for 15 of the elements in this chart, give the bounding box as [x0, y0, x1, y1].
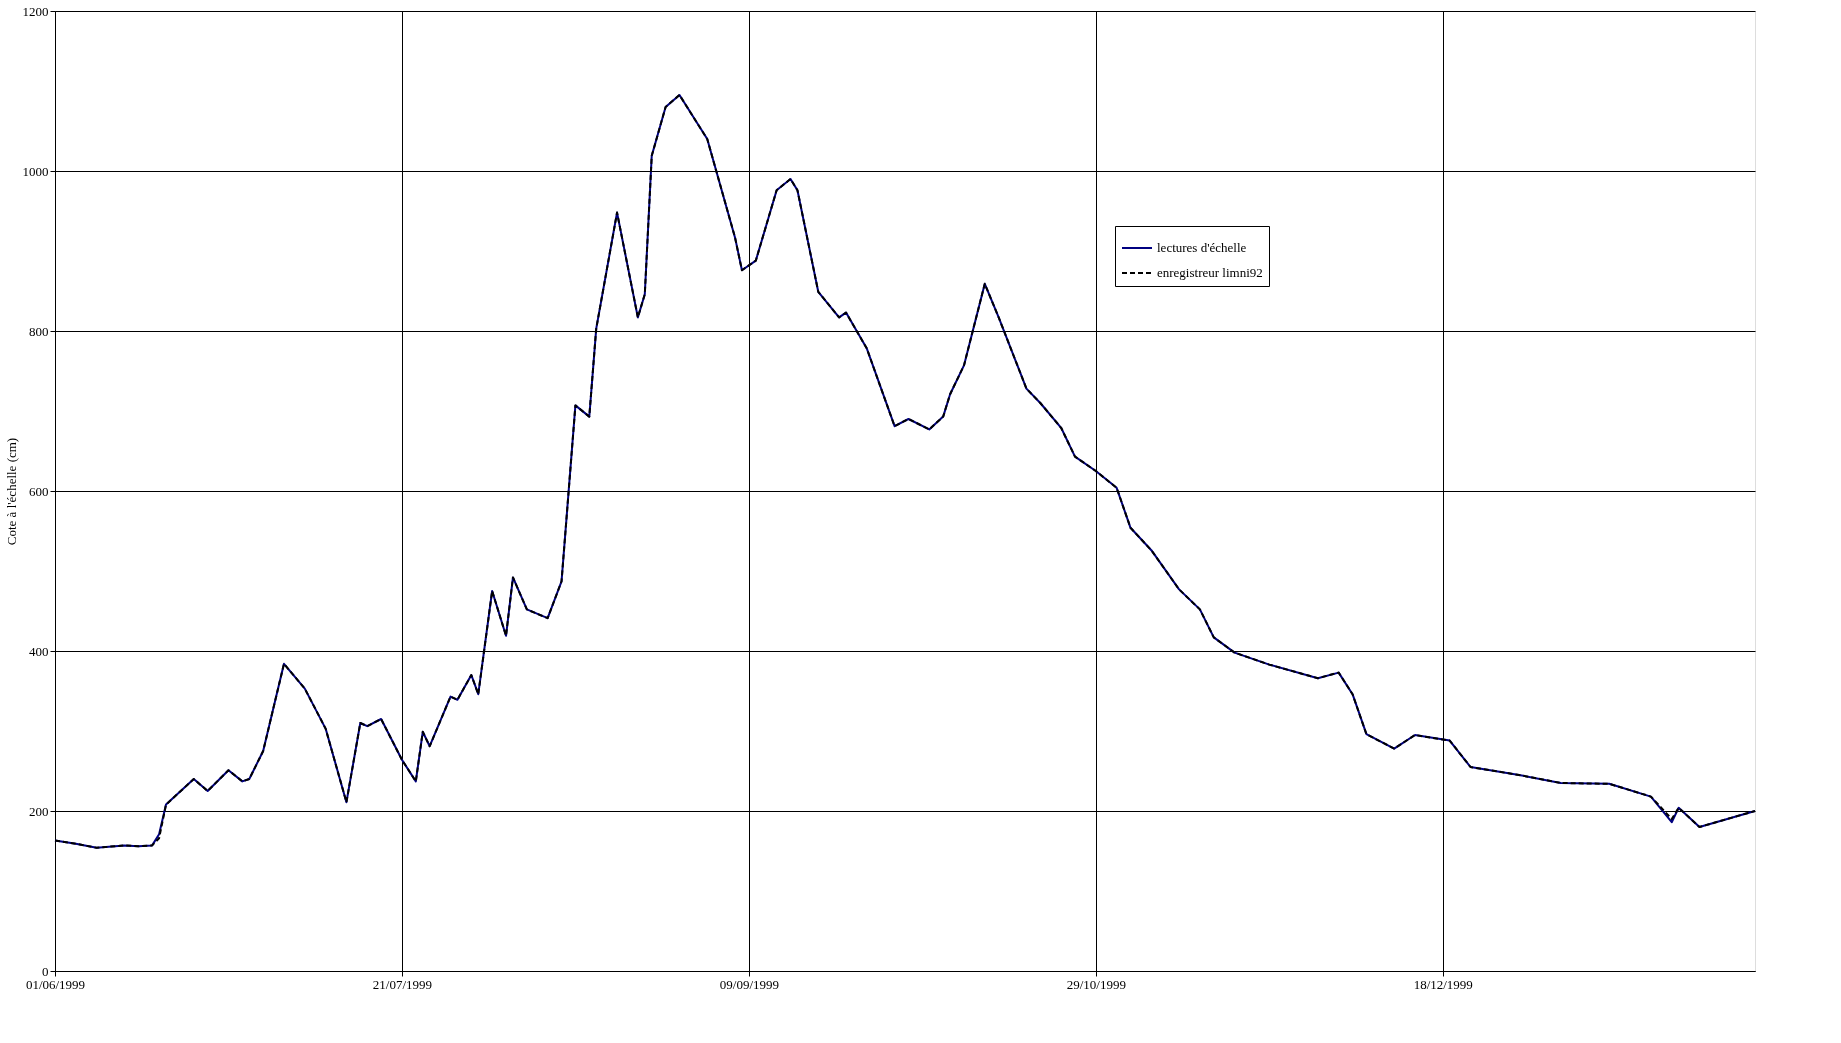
y-tick-label: 800 — [29, 323, 49, 339]
y-axis-title: Cote à l'échelle (cm) — [3, 437, 19, 546]
y-tick-label: 0 — [42, 963, 49, 979]
y-tick-label: 400 — [29, 643, 49, 659]
legend-label: enregistreur limni92 — [1157, 265, 1263, 280]
x-tick-label: 18/12/1999 — [1413, 976, 1473, 992]
y-tick-label: 200 — [29, 803, 49, 819]
legend-label: lectures d'échelle — [1157, 240, 1247, 255]
y-tick-label: 1000 — [22, 163, 49, 179]
y-tick-label: 1200 — [22, 3, 49, 19]
x-tick-label: 09/09/1999 — [719, 976, 779, 992]
x-tick-label: 01/06/1999 — [25, 976, 86, 992]
x-tick-label: 29/10/1999 — [1066, 976, 1126, 992]
x-tick-label: 21/07/1999 — [372, 976, 433, 992]
y-tick-label: 600 — [29, 483, 49, 499]
